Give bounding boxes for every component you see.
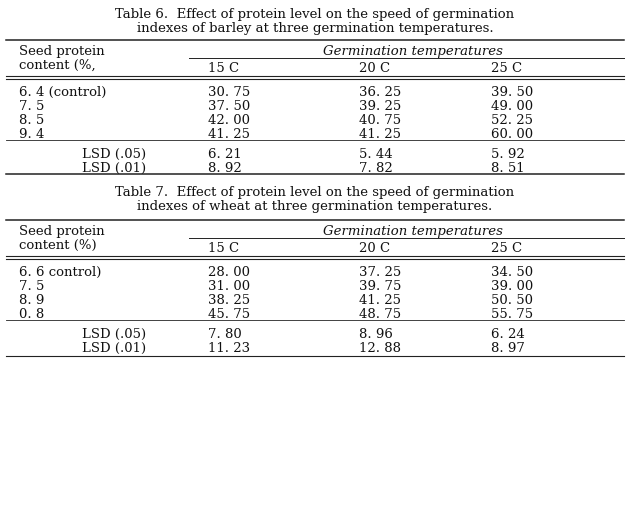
Text: indexes of barley at three germination temperatures.: indexes of barley at three germination t… — [137, 22, 493, 35]
Text: Table 7.  Effect of protein level on the speed of germination: Table 7. Effect of protein level on the … — [115, 186, 515, 199]
Text: 36. 25: 36. 25 — [359, 86, 401, 99]
Text: content (%,: content (%, — [19, 59, 96, 72]
Text: 8. 97: 8. 97 — [491, 342, 525, 355]
Text: 37. 50: 37. 50 — [208, 100, 250, 113]
Text: 42. 00: 42. 00 — [208, 114, 250, 127]
Text: 15 C: 15 C — [208, 242, 239, 255]
Text: 40. 75: 40. 75 — [359, 114, 401, 127]
Text: 39. 50: 39. 50 — [491, 86, 534, 99]
Text: indexes of wheat at three germination temperatures.: indexes of wheat at three germination te… — [137, 200, 493, 213]
Text: 30. 75: 30. 75 — [208, 86, 250, 99]
Text: Germination temperatures: Germination temperatures — [323, 225, 503, 238]
Text: 60. 00: 60. 00 — [491, 128, 534, 141]
Text: 28. 00: 28. 00 — [208, 266, 250, 279]
Text: Germination temperatures: Germination temperatures — [323, 45, 503, 58]
Text: 39. 75: 39. 75 — [359, 280, 401, 293]
Text: Table 6.  Effect of protein level on the speed of germination: Table 6. Effect of protein level on the … — [115, 8, 515, 21]
Text: 8. 92: 8. 92 — [208, 162, 242, 175]
Text: 6. 6 control): 6. 6 control) — [19, 266, 101, 279]
Text: 5. 44: 5. 44 — [359, 148, 392, 161]
Text: 12. 88: 12. 88 — [359, 342, 401, 355]
Text: 6. 24: 6. 24 — [491, 328, 525, 341]
Text: 15 C: 15 C — [208, 62, 239, 75]
Text: 45. 75: 45. 75 — [208, 308, 250, 321]
Text: 6. 4 (control): 6. 4 (control) — [19, 86, 106, 99]
Text: 5. 92: 5. 92 — [491, 148, 525, 161]
Text: 6. 21: 6. 21 — [208, 148, 242, 161]
Text: 7. 5: 7. 5 — [19, 100, 44, 113]
Text: 52. 25: 52. 25 — [491, 114, 534, 127]
Text: Seed protein: Seed protein — [19, 45, 105, 58]
Text: LSD (.05): LSD (.05) — [82, 148, 146, 161]
Text: 55. 75: 55. 75 — [491, 308, 534, 321]
Text: 8. 51: 8. 51 — [491, 162, 525, 175]
Text: 25 C: 25 C — [491, 242, 522, 255]
Text: 8. 5: 8. 5 — [19, 114, 44, 127]
Text: 48. 75: 48. 75 — [359, 308, 401, 321]
Text: 34. 50: 34. 50 — [491, 266, 534, 279]
Text: 41. 25: 41. 25 — [359, 128, 401, 141]
Text: 8. 96: 8. 96 — [359, 328, 393, 341]
Text: 39. 25: 39. 25 — [359, 100, 401, 113]
Text: 50. 50: 50. 50 — [491, 294, 534, 307]
Text: content (%): content (%) — [19, 239, 96, 252]
Text: 9. 4: 9. 4 — [19, 128, 44, 141]
Text: 25 C: 25 C — [491, 62, 522, 75]
Text: LSD (.05): LSD (.05) — [82, 328, 146, 341]
Text: 20 C: 20 C — [359, 62, 390, 75]
Text: 8. 9: 8. 9 — [19, 294, 44, 307]
Text: LSD (.01): LSD (.01) — [82, 342, 146, 355]
Text: 31. 00: 31. 00 — [208, 280, 250, 293]
Text: 39. 00: 39. 00 — [491, 280, 534, 293]
Text: LSD (.01): LSD (.01) — [82, 162, 146, 175]
Text: 41. 25: 41. 25 — [208, 128, 250, 141]
Text: 41. 25: 41. 25 — [359, 294, 401, 307]
Text: Seed protein: Seed protein — [19, 225, 105, 238]
Text: 49. 00: 49. 00 — [491, 100, 534, 113]
Text: 7. 82: 7. 82 — [359, 162, 393, 175]
Text: 20 C: 20 C — [359, 242, 390, 255]
Text: 11. 23: 11. 23 — [208, 342, 250, 355]
Text: 38. 25: 38. 25 — [208, 294, 250, 307]
Text: 7. 5: 7. 5 — [19, 280, 44, 293]
Text: 7. 80: 7. 80 — [208, 328, 242, 341]
Text: 0. 8: 0. 8 — [19, 308, 44, 321]
Text: 37. 25: 37. 25 — [359, 266, 401, 279]
